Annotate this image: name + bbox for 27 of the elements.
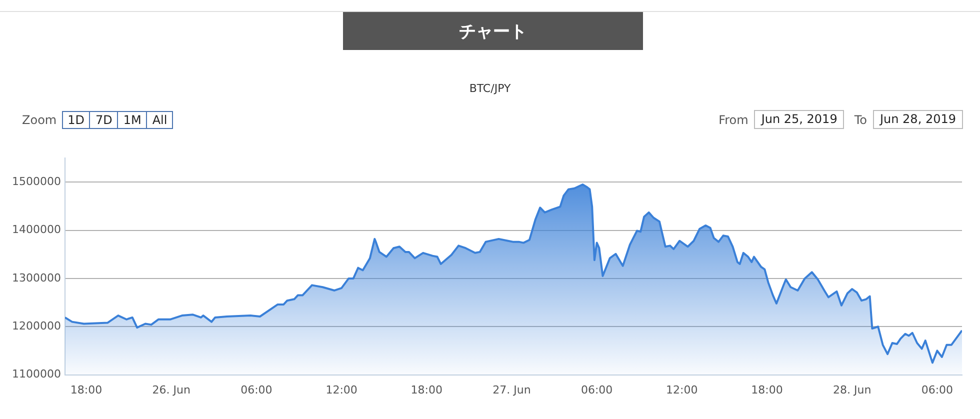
text: Jun 25, 2019 bbox=[754, 110, 844, 129]
x-tick-label: 27. Jun bbox=[492, 383, 531, 396]
y-tick-label: 1300000 bbox=[12, 271, 61, 284]
y-tick-label: 1100000 bbox=[12, 368, 61, 381]
chart-subtitle: BTC/JPY bbox=[468, 82, 512, 95]
y-tick-label: 1500000 bbox=[12, 174, 61, 188]
x-tick-label: 28. Jun bbox=[832, 383, 872, 396]
x-tick-label: 18:00 bbox=[751, 383, 783, 396]
x-tick-label: 06:00 bbox=[580, 383, 613, 396]
x-tick-label: 12:00 bbox=[326, 383, 358, 396]
y-tick-label: 1200000 bbox=[12, 319, 61, 332]
text: 1D bbox=[66, 112, 86, 128]
text: Jun 28, 2019 bbox=[872, 110, 963, 129]
x-tick-label: 06:00 bbox=[240, 383, 272, 396]
text: 7D bbox=[89, 112, 118, 128]
text: From bbox=[718, 112, 748, 126]
y-tick-label: 1400000 bbox=[12, 223, 61, 236]
text: Zoom bbox=[22, 113, 57, 127]
chart-title: チャート bbox=[343, 12, 643, 50]
x-tick-label: 26. Jun bbox=[152, 383, 190, 396]
text: 1M bbox=[117, 112, 146, 128]
text: All bbox=[146, 112, 172, 128]
x-tick-label: 06:00 bbox=[921, 383, 954, 396]
text: To bbox=[854, 112, 867, 126]
x-tick-label: 18:00 bbox=[410, 383, 442, 396]
x-tick-label: 18:00 bbox=[70, 383, 102, 396]
x-tick-label: 12:00 bbox=[666, 383, 698, 396]
